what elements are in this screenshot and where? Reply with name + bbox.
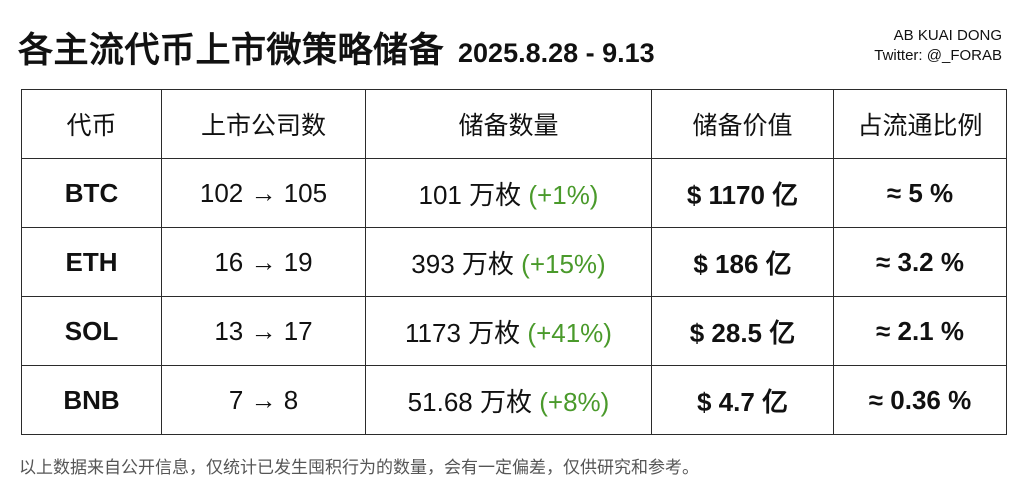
quantity-unit: 万枚 bbox=[461, 249, 514, 280]
quantity-cell: 101 万枚 (+1%) bbox=[365, 158, 652, 228]
author-name: AB KUAI DONG bbox=[893, 27, 1002, 44]
date-range: 2025.8.28 - 9.13 bbox=[458, 38, 655, 68]
header-percent: 占流通比例 bbox=[833, 89, 1007, 159]
quantity-unit: 万枚 bbox=[469, 180, 522, 211]
author-twitter: Twitter: @_FORAB bbox=[874, 47, 1002, 64]
token-cell: SOL bbox=[21, 296, 162, 366]
title-row: 各主流代币上市微策略储备 2025.8.28 - 9.13 bbox=[18, 22, 655, 73]
quantity-change: (+8%) bbox=[539, 386, 610, 417]
header-row: 代币 上市公司数 储备数量 储备价值 占流通比例 bbox=[21, 89, 1007, 159]
quantity-unit: 万枚 bbox=[479, 387, 532, 418]
quantity-value: 393 bbox=[411, 248, 455, 279]
percent-cell: ≈ 5 % bbox=[833, 158, 1007, 228]
quantity-value: 1173 bbox=[405, 317, 461, 348]
quantity-change: (+1%) bbox=[528, 179, 599, 210]
companies-cell: 16 → 19 bbox=[161, 227, 366, 297]
token-cell: BNB bbox=[21, 365, 162, 435]
header-quantity: 储备数量 bbox=[365, 89, 652, 159]
value-cell: $ 4.7 亿 bbox=[651, 365, 834, 435]
table-row: SOL 13 → 17 1173 万枚 (+41%) $ 28.5 亿 ≈ 2.… bbox=[21, 296, 1007, 366]
value-cell: $ 28.5 亿 bbox=[651, 296, 834, 366]
quantity-cell: 1173 万枚 (+41%) bbox=[365, 296, 652, 366]
author-credit: AB KUAI DONG Twitter: @_FORAB bbox=[874, 26, 1002, 66]
quantity-unit: 万枚 bbox=[468, 318, 521, 349]
companies-cell: 7 → 8 bbox=[161, 365, 366, 435]
companies-cell: 102 → 105 bbox=[161, 158, 366, 228]
token-cell: BTC bbox=[21, 158, 162, 228]
percent-cell: ≈ 3.2 % bbox=[833, 227, 1007, 297]
value-cell: $ 1170 亿 bbox=[651, 158, 834, 228]
value-cell: $ 186 亿 bbox=[651, 227, 834, 297]
quantity-cell: 51.68 万枚 (+8%) bbox=[365, 365, 652, 435]
table-row: ETH 16 → 19 393 万枚 (+15%) $ 186 亿 ≈ 3.2 … bbox=[21, 227, 1007, 297]
table-row: BTC 102 → 105 101 万枚 (+1%) $ 1170 亿 ≈ 5 … bbox=[21, 158, 1007, 228]
table-row: BNB 7 → 8 51.68 万枚 (+8%) $ 4.7 亿 ≈ 0.36 … bbox=[21, 365, 1007, 435]
header-companies: 上市公司数 bbox=[161, 89, 366, 159]
quantity-change: (+41%) bbox=[527, 317, 612, 348]
percent-cell: ≈ 2.1 % bbox=[833, 296, 1007, 366]
quantity-cell: 393 万枚 (+15%) bbox=[365, 227, 652, 297]
token-cell: ETH bbox=[21, 227, 162, 297]
reserves-table: 代币 上市公司数 储备数量 储备价值 占流通比例 BTC 102 → 105 1… bbox=[21, 89, 1007, 435]
companies-cell: 13 → 17 bbox=[161, 296, 366, 366]
quantity-change: (+15%) bbox=[521, 248, 606, 279]
header-value: 储备价值 bbox=[651, 89, 834, 159]
page-title: 各主流代币上市微策略储备 bbox=[18, 31, 445, 71]
footnote: 以上数据来自公开信息，仅统计已发生囤积行为的数量，会有一定偏差，仅供研究和参考。 bbox=[19, 458, 699, 478]
header-token: 代币 bbox=[21, 89, 162, 159]
quantity-value: 101 bbox=[418, 179, 462, 210]
percent-cell: ≈ 0.36 % bbox=[833, 365, 1007, 435]
quantity-value: 51.68 bbox=[407, 386, 473, 417]
